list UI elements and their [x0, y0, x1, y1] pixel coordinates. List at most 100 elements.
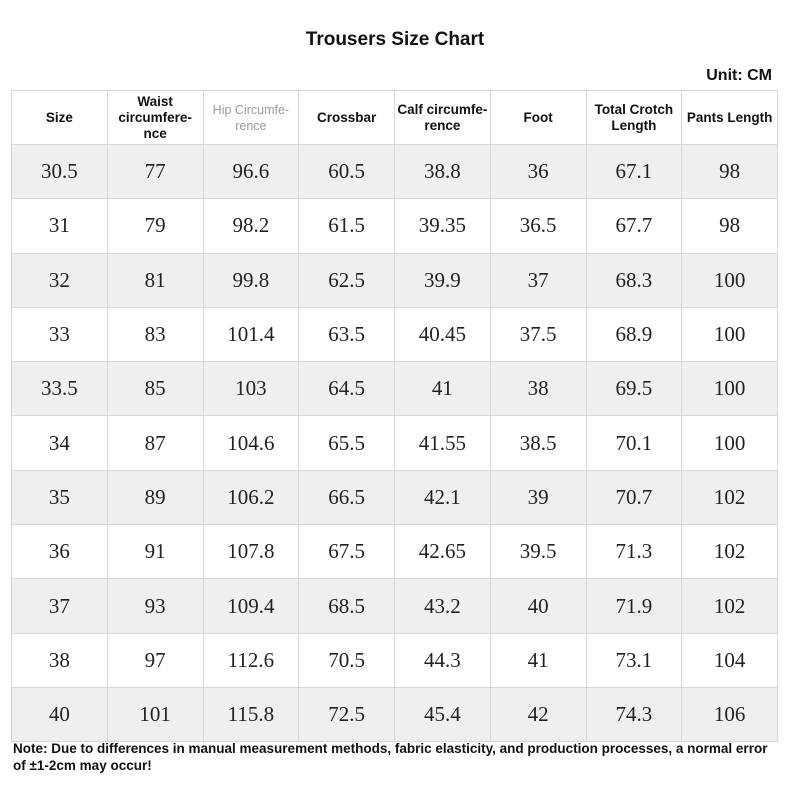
table-cell: 33: [11, 306, 108, 363]
table-cell: 67.7: [585, 198, 683, 254]
table-cell: 43.2: [394, 578, 491, 634]
table-cell: 33.5: [11, 361, 108, 417]
column-header: Crossbar: [298, 90, 395, 145]
table-row: 30.5 77 96.6 60.5 38.8 36 67.1 98: [11, 143, 778, 200]
table-cell: 101: [106, 686, 204, 743]
table-cell: 67.5: [298, 524, 395, 580]
table-cell: 65.5: [298, 415, 395, 471]
table-cell: 115.8: [202, 686, 300, 743]
table-cell: 36: [11, 524, 108, 580]
table-cell: 68.3: [585, 252, 683, 308]
table-cell: 102: [681, 469, 778, 526]
table-row: 37 93 109.4 68.5 43.2 40 71.9 102: [11, 578, 778, 634]
table-cell: 42.1: [394, 469, 491, 526]
table-cell: 37.5: [489, 306, 587, 363]
column-header: Calf circumfe- rence: [394, 90, 491, 145]
column-header: Size: [11, 90, 108, 145]
table-cell: 42.65: [394, 524, 491, 580]
table-cell: 66.5: [298, 469, 395, 526]
table-cell: 39.35: [394, 198, 491, 254]
column-header: Pants Length: [681, 90, 778, 145]
table-cell: 39.5: [489, 524, 587, 580]
title: Trousers Size Chart: [305, 29, 485, 50]
column-header: Hip Circumfe- rence: [202, 90, 300, 145]
column-header: Waist circumfere- nce: [106, 90, 204, 145]
table-cell: 106.2: [202, 469, 300, 526]
table-cell: 67.1: [585, 143, 683, 200]
table-cell: 77: [106, 143, 204, 200]
table-cell: 68.9: [585, 306, 683, 363]
table-row: 33.5 85 103 64.5 41 38 69.5 100: [11, 361, 778, 417]
table-cell: 39.9: [394, 252, 491, 308]
table-cell: 69.5: [585, 361, 683, 417]
table-cell: 30.5: [11, 143, 108, 200]
table-cell: 35: [11, 469, 108, 526]
table-cell: 102: [681, 524, 778, 580]
table-cell: 100: [681, 361, 778, 417]
table-cell: 102: [681, 578, 778, 634]
table-cell: 71.3: [585, 524, 683, 580]
table-row: 32 81 99.8 62.5 39.9 37 68.3 100: [11, 252, 778, 308]
table-row: 38 97 112.6 70.5 44.3 41 73.1 104: [11, 632, 778, 688]
table-row: 40 101 115.8 72.5 45.4 42 74.3 106: [11, 686, 778, 743]
table-cell: 104.6: [202, 415, 300, 471]
table-cell: 70.7: [585, 469, 683, 526]
table-cell: 106: [681, 686, 778, 743]
table-cell: 104: [681, 632, 778, 688]
table-cell: 71.9: [585, 578, 683, 634]
table-cell: 31: [11, 198, 108, 254]
table-cell: 41.55: [394, 415, 491, 471]
table-cell: 64.5: [298, 361, 395, 417]
table-cell: 41: [394, 361, 491, 417]
table-cell: 98: [681, 143, 778, 200]
table-cell: 103: [202, 361, 300, 417]
table-row: 31 79 98.2 61.5 39.35 36.5 67.7 98: [11, 198, 778, 254]
table-cell: 37: [11, 578, 108, 634]
table-cell: 39: [489, 469, 587, 526]
table-cell: 101.4: [202, 306, 300, 363]
table-cell: 63.5: [298, 306, 395, 363]
table-cell: 42: [489, 686, 587, 743]
table-cell: 38.8: [394, 143, 491, 200]
table-cell: 100: [681, 252, 778, 308]
table-cell: 60.5: [298, 143, 395, 200]
table-row: 34 87 104.6 65.5 41.55 38.5 70.1 100: [11, 415, 778, 471]
table-cell: 81: [106, 252, 204, 308]
column-header: Total Crotch Length: [585, 90, 683, 145]
table-cell: 107.8: [202, 524, 300, 580]
column-header: Foot: [489, 90, 587, 145]
table-cell: 91: [106, 524, 204, 580]
table-cell: 70.5: [298, 632, 395, 688]
table-cell: 96.6: [202, 143, 300, 200]
table-cell: 79: [106, 198, 204, 254]
table-body: 30.5 77 96.6 60.5 38.8 36 67.1 98 31 79 98.2 61.5 39…: [11, 143, 778, 743]
table-cell: 73.1: [585, 632, 683, 688]
table-cell: 100: [681, 306, 778, 363]
size-table: Size Waist circumfere- nce Hip Circumfe- r…: [11, 90, 778, 743]
table-cell: 38.5: [489, 415, 587, 471]
table-cell: 45.4: [394, 686, 491, 743]
table-cell: 98: [681, 198, 778, 254]
table-row: 35 89 106.2 66.5 42.1 39 70.7 102: [11, 469, 778, 526]
table-cell: 44.3: [394, 632, 491, 688]
table-cell: 61.5: [298, 198, 395, 254]
table-cell: 40: [489, 578, 587, 634]
table-row: 33 83 101.4 63.5 40.45 37.5 68.9 100: [11, 306, 778, 363]
table-cell: 72.5: [298, 686, 395, 743]
table-cell: 87: [106, 415, 204, 471]
table-cell: 74.3: [585, 686, 683, 743]
table-cell: 36: [489, 143, 587, 200]
table-cell: 38: [11, 632, 108, 688]
table-cell: 98.2: [202, 198, 300, 254]
table-cell: 70.1: [585, 415, 683, 471]
table-cell: 62.5: [298, 252, 395, 308]
table-cell: 34: [11, 415, 108, 471]
table-cell: 100: [681, 415, 778, 471]
table-cell: 36.5: [489, 198, 587, 254]
note: Note: Due to differences in manual measu…: [13, 741, 768, 773]
unit-label: Unit: CM: [706, 67, 772, 84]
table-cell: 32: [11, 252, 108, 308]
table-cell: 41: [489, 632, 587, 688]
table-cell: 93: [106, 578, 204, 634]
